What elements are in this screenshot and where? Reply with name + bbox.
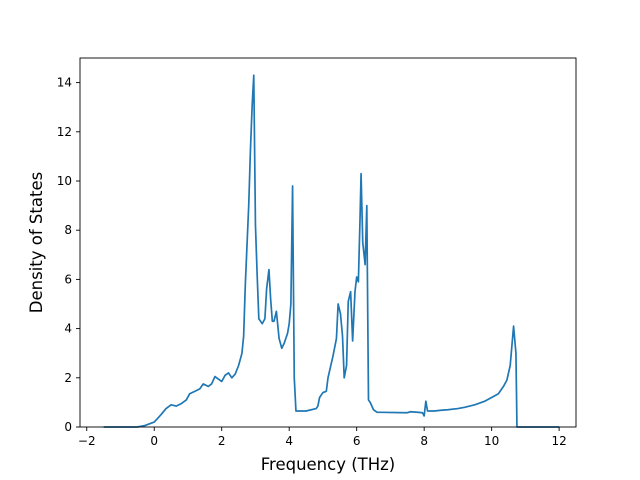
axes-frame bbox=[79, 57, 577, 428]
y-tick-label: 8 bbox=[64, 223, 72, 237]
y-tick-label: 0 bbox=[64, 420, 72, 434]
dos-series-line bbox=[103, 74, 560, 428]
x-tick-label: 10 bbox=[484, 434, 499, 448]
x-tick-label: 0 bbox=[150, 434, 158, 448]
y-tick-label: 12 bbox=[57, 125, 72, 139]
y-tick-label: 10 bbox=[57, 174, 72, 188]
x-axis-ticks: −2 0 2 4 6 8 10 12 bbox=[78, 427, 567, 448]
x-tick-label: −2 bbox=[78, 434, 96, 448]
plot-area bbox=[103, 74, 560, 428]
y-axis-ticks: 0 2 4 6 8 10 12 14 bbox=[57, 76, 80, 434]
y-tick-label: 2 bbox=[64, 371, 72, 385]
x-tick-label: 2 bbox=[218, 434, 226, 448]
y-tick-label: 6 bbox=[64, 272, 72, 286]
y-tick-label: 14 bbox=[57, 76, 72, 90]
x-tick-label: 4 bbox=[285, 434, 293, 448]
x-tick-label: 6 bbox=[353, 434, 361, 448]
x-tick-label: 8 bbox=[420, 434, 428, 448]
x-axis-title: Frequency (THz) bbox=[261, 455, 396, 474]
y-axis-title: Density of States bbox=[27, 172, 46, 313]
x-tick-label: 12 bbox=[551, 434, 566, 448]
y-tick-label: 4 bbox=[64, 322, 72, 336]
